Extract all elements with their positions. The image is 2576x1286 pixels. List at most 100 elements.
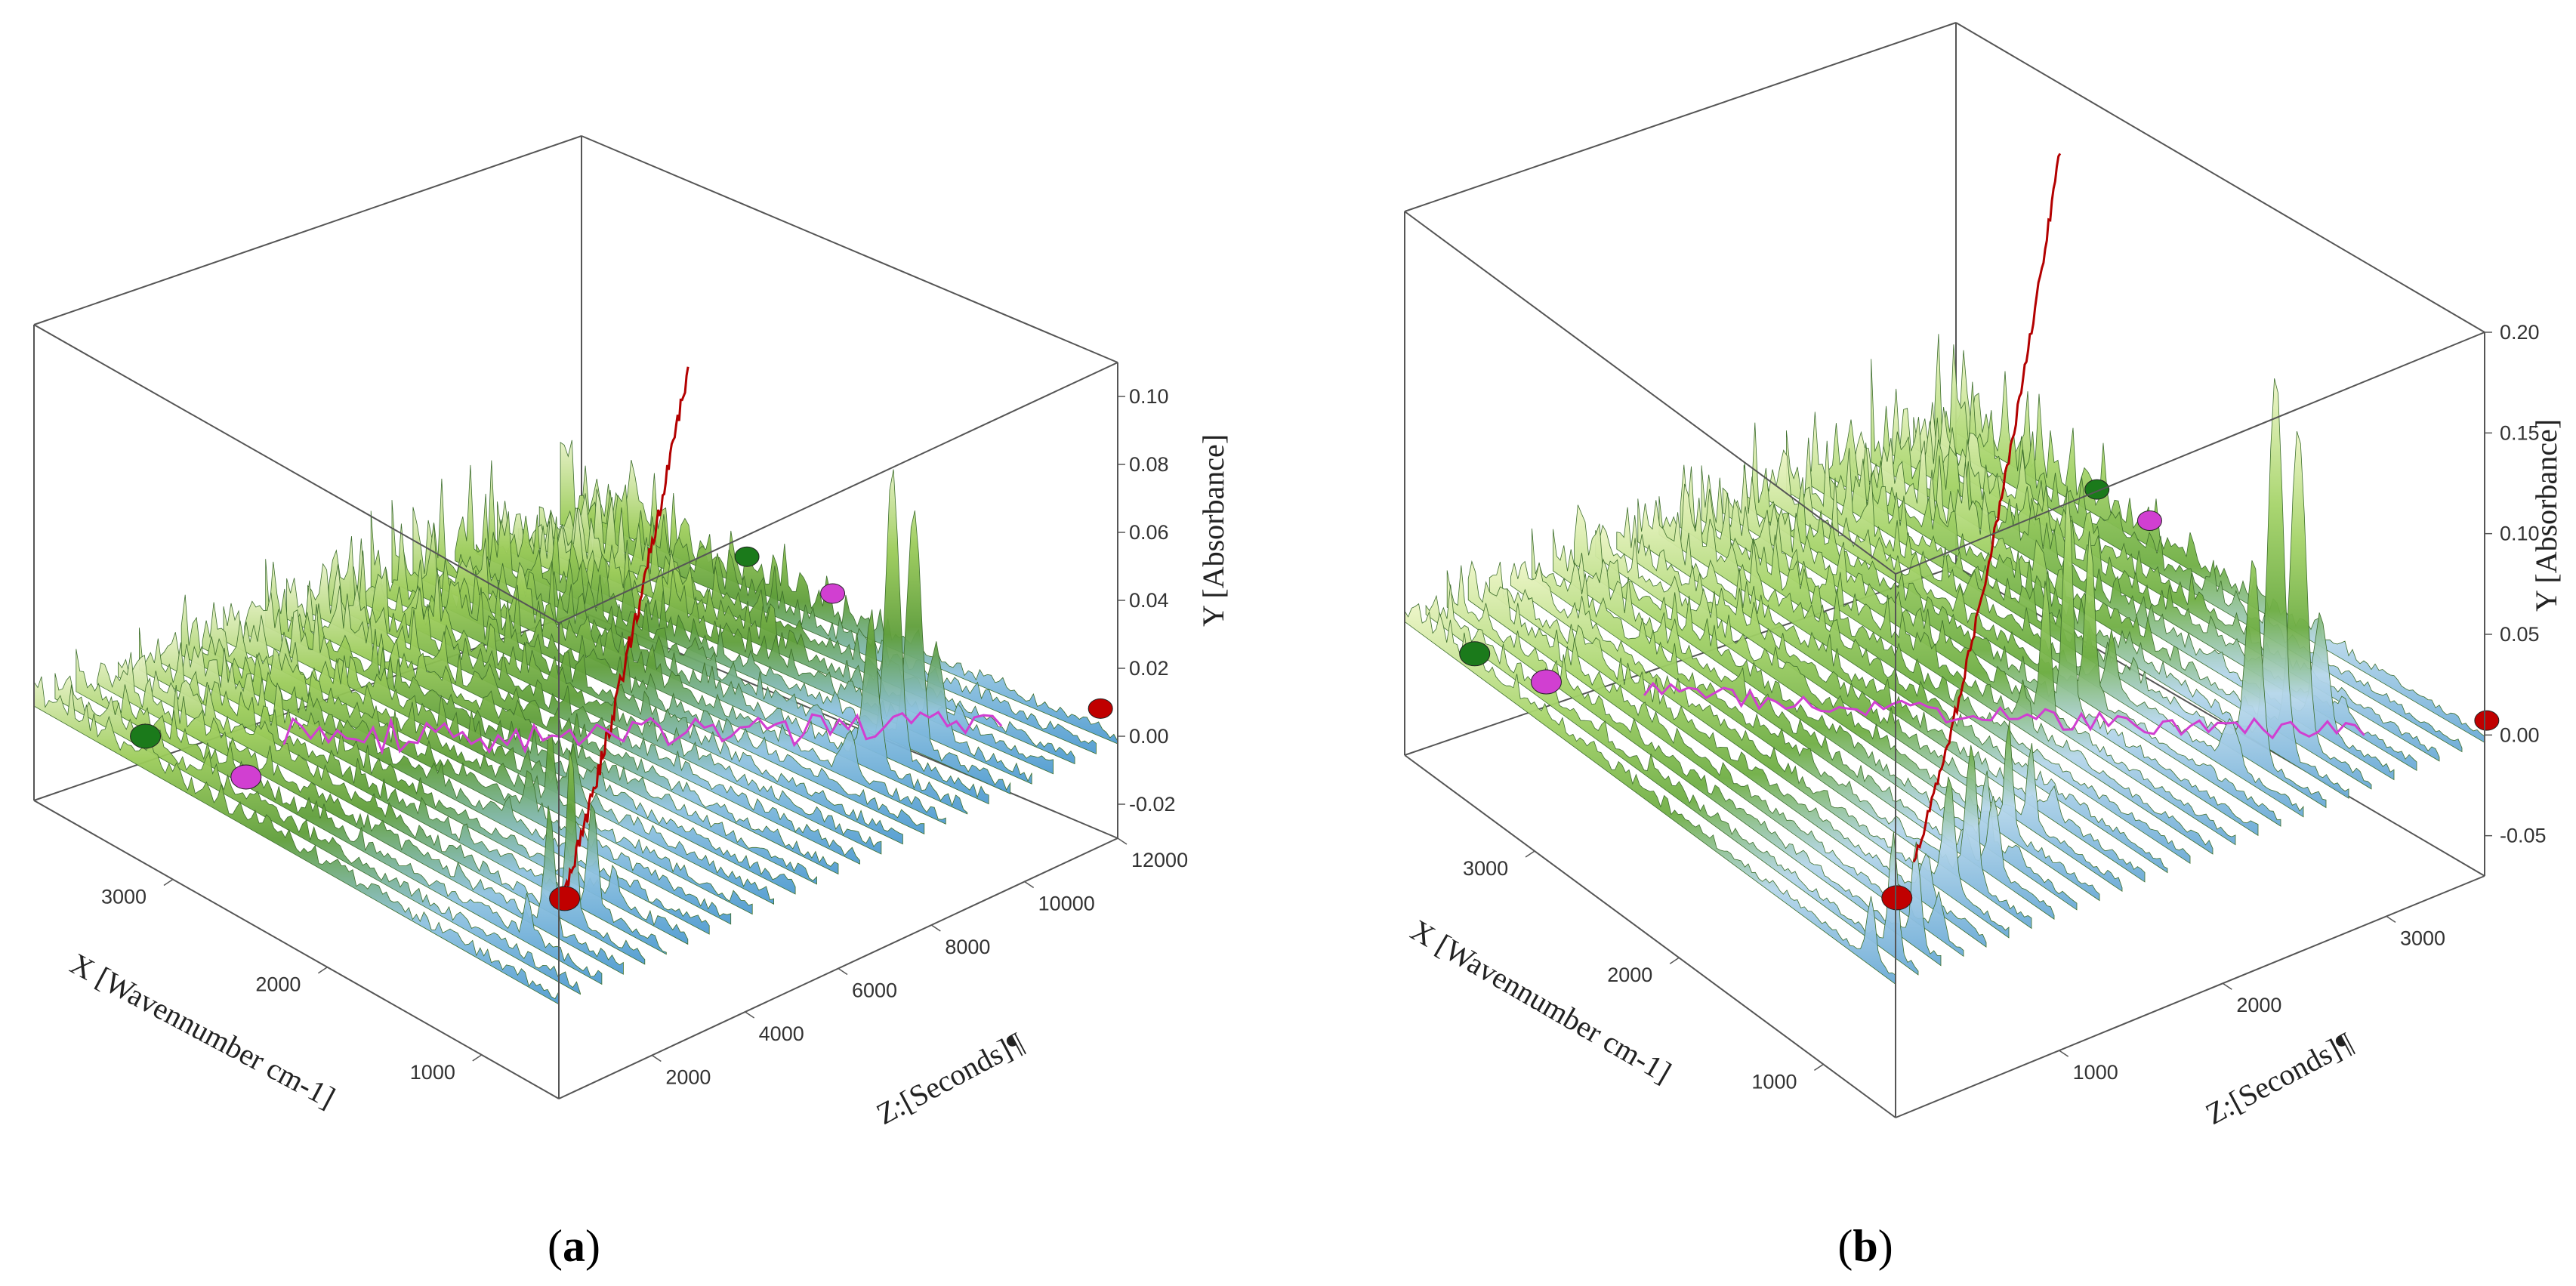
red-trace-line [1912, 153, 2062, 863]
surface-row [118, 655, 646, 965]
surface-row [1404, 603, 1896, 985]
surface-row [1637, 498, 2146, 883]
surface-row [476, 460, 1011, 794]
magenta-marker [230, 764, 262, 790]
x-axis-label: X [Wavennumber cm-1] [65, 946, 341, 1115]
y-tick-label: 0.00 [1129, 725, 1169, 748]
z-tick-label: 12000 [1131, 849, 1188, 871]
z-axis-label: Z:[Seconds]¶ [871, 1025, 1029, 1131]
green-marker-far [734, 546, 760, 567]
x-tick-mark [472, 1054, 483, 1062]
y-axis-label: Y [Absorbance] [2529, 419, 2563, 612]
z-tick-mark [1024, 880, 1035, 889]
x-tick-mark [163, 878, 174, 887]
surface-row [1764, 449, 2281, 827]
red-trace-line [563, 366, 690, 887]
surface-row [1658, 483, 2168, 874]
surface-row [1849, 430, 2372, 790]
z-tick-mark [838, 967, 848, 976]
red-marker-far [1087, 698, 1113, 719]
y-tick-label: 0.06 [1129, 521, 1169, 544]
z-tick-mark [930, 924, 941, 932]
surface-row [560, 439, 1097, 754]
z-tick-label: 2000 [665, 1066, 711, 1089]
surface-row [33, 676, 560, 1005]
y-tick-label: 0.10 [2500, 523, 2540, 545]
magenta-marker-far [820, 583, 846, 604]
box-edge [1404, 211, 1896, 575]
x-tick-label: 2000 [255, 973, 301, 996]
surface-row [370, 510, 903, 845]
box-edge [33, 800, 560, 1099]
box-edge [558, 362, 1118, 624]
surface-chart-b: -0.05 0.00 0.05 0.10 0.15 0.20 1000 2000 3000 100… [1404, 22, 2563, 1131]
surface-row [1701, 465, 2214, 855]
surface-row [97, 652, 624, 975]
green-marker-far [2084, 479, 2110, 500]
red-marker [549, 886, 581, 911]
x-tick-mark [317, 967, 328, 974]
axis-ticks: -0.02 0.00 0.02 0.04 0.06 0.08 0.10 1000 2000 300… [101, 385, 1188, 1089]
x-tick-mark [1813, 1063, 1824, 1072]
red-marker-far [2474, 710, 2500, 731]
magenta-trace-line [282, 711, 1003, 755]
surface-row [1871, 359, 2395, 781]
z-tick-mark [2222, 982, 2232, 990]
y-tick-label: 0.05 [2500, 623, 2540, 646]
surface-mesh [1404, 334, 2485, 985]
surface-row [139, 628, 667, 955]
box-edge [1895, 875, 2485, 1118]
surface-chart-a: -0.02 0.00 0.02 0.04 0.06 0.08 0.10 1000 2000 300… [33, 135, 1230, 1131]
z-axis-label: Z:[Seconds]¶ [2200, 1025, 2359, 1131]
y-tick-label: 0.02 [1129, 657, 1169, 680]
surface-row [1446, 565, 1942, 967]
trace-lines [1643, 153, 2365, 863]
z-tick-mark [651, 1054, 662, 1062]
caption-b: (b) [1837, 1221, 1893, 1271]
surface-row [1722, 462, 2236, 846]
x-axis-label: X [Wavennumber cm-1] [1405, 913, 1677, 1090]
surface-row [349, 538, 882, 855]
surface-mesh [33, 439, 1118, 1005]
surface-row [265, 559, 796, 895]
x-tick-label: 3000 [101, 886, 147, 908]
red-marker [1881, 885, 1913, 911]
surface-row [1680, 464, 2191, 865]
surface-row [581, 460, 1118, 745]
panel-b: -0.05 0.00 0.05 0.10 0.15 0.20 1000 2000 3000 100… [1322, 0, 2576, 1286]
y-tick-label: -0.02 [1129, 793, 1176, 816]
x-tick-label: 2000 [1607, 964, 1652, 986]
surface-row [1743, 422, 2259, 837]
surface-row [76, 649, 603, 985]
y-tick-label: -0.05 [2500, 825, 2547, 847]
y-tick-label: 0.00 [2500, 723, 2540, 746]
surface-row [455, 464, 989, 805]
surface-row [223, 603, 753, 915]
z-tick-label: 1000 [2073, 1061, 2118, 1084]
z-tick-label: 4000 [759, 1022, 804, 1045]
surface-row [180, 594, 710, 935]
z-tick-mark [745, 1011, 755, 1019]
axis-ticks: -0.05 0.00 0.05 0.10 0.15 0.20 1000 2000 3000 100… [1463, 321, 2546, 1093]
markers [1459, 479, 2500, 911]
box-edge [1895, 332, 2485, 575]
green-marker [1459, 641, 1491, 667]
x-tick-label: 3000 [1463, 857, 1508, 880]
box-edge [33, 135, 582, 325]
z-tick-mark [2059, 1050, 2069, 1057]
surface-row [202, 602, 732, 925]
x-tick-mark [1669, 957, 1680, 964]
y-tick-label: 0.08 [1129, 453, 1169, 476]
panel-a: -0.02 0.00 0.02 0.04 0.06 0.08 0.10 1000 2000 300… [0, 0, 1254, 1286]
box-edge [1955, 22, 2485, 333]
y-tick-label: 0.04 [1129, 589, 1169, 612]
surface-row [1934, 334, 2463, 753]
markers [130, 546, 1113, 911]
z-tick-label: 2000 [2236, 994, 2281, 1016]
x-tick-label: 1000 [410, 1061, 455, 1084]
surface-row [159, 632, 689, 945]
box-edge [581, 135, 1118, 363]
caption-a: (a) [548, 1221, 600, 1271]
z-tick-label: 6000 [852, 979, 897, 1002]
box-edge [1404, 22, 1957, 212]
